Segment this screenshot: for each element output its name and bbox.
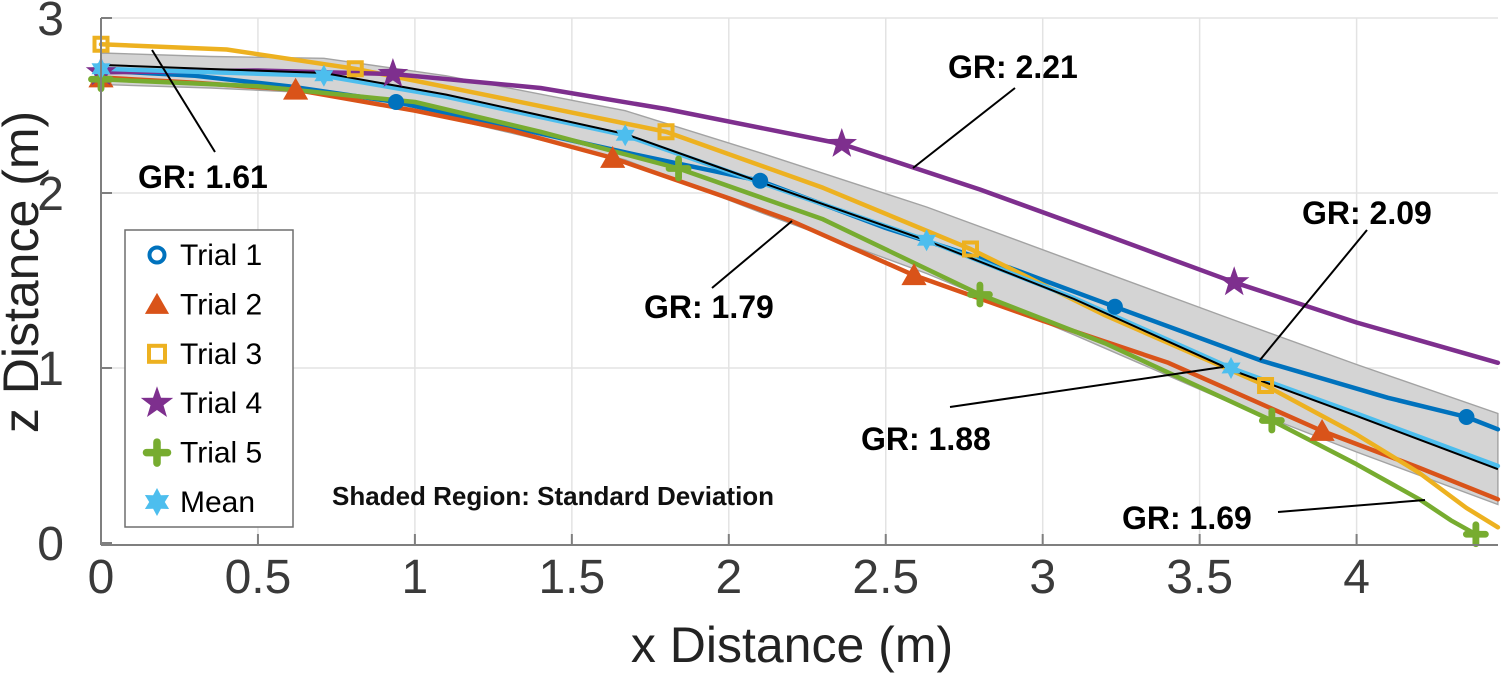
series-trial-3 — [98, 42, 1501, 530]
square-marker — [962, 240, 980, 258]
legend-item-trial-1: Trial 1 — [147, 239, 262, 272]
annotation-leader-line — [711, 220, 793, 289]
triangle-marker — [1309, 419, 1335, 441]
series-markers — [85, 35, 1489, 548]
legend-item-label: Trial 4 — [180, 387, 262, 420]
series-trial-5 — [98, 77, 1479, 537]
plus-marker — [665, 155, 692, 182]
legend: Trial 1 Trial 2 Trial 3 Trial 4 Trial 5 Mean — [124, 229, 294, 528]
annotation-gr-0: GR: 1.61 — [138, 49, 268, 195]
legend-item-trial-2: Trial 2 — [144, 288, 262, 321]
legend-item-mean: Mean — [144, 486, 255, 519]
y-axis-label: z Distance (m) — [0, 111, 49, 433]
annotations: GR: 1.61 GR: 2.21 GR: 1.79 GR: 2.09 GR: 1.88… — [138, 49, 1432, 536]
annotation-gr-3: GR: 2.09 — [1259, 195, 1432, 361]
y-tick-label: 1 — [37, 343, 64, 396]
legend-item-trial-3: Trial 3 — [147, 338, 262, 371]
y-tick-label: 2 — [37, 168, 64, 221]
star5-marker — [826, 128, 857, 157]
x-tick-label: 2.5 — [852, 551, 919, 604]
series-trial-2 — [98, 75, 1501, 502]
annotation-label: GR: 1.61 — [138, 159, 268, 195]
star6-marker — [314, 64, 334, 87]
legend-item-trial-5: Trial 5 — [142, 437, 262, 470]
y-tick-label: 3 — [37, 0, 64, 46]
circle-marker — [1106, 298, 1123, 315]
plus-marker — [967, 281, 993, 308]
circle-marker — [752, 172, 769, 189]
x-tick-label: 4 — [1343, 551, 1370, 604]
annotation-gr-2: GR: 1.79 — [644, 220, 793, 325]
square-marker — [147, 343, 167, 364]
legend-item-label: Trial 1 — [180, 239, 262, 272]
annotation-leader-line — [949, 366, 1224, 408]
square-marker — [657, 123, 675, 141]
x-tick-label: 1.5 — [538, 551, 605, 604]
std-dev-band — [100, 52, 1499, 506]
legend-item-trial-4: Trial 4 — [140, 386, 262, 420]
legend-item-label: Trial 2 — [180, 288, 262, 321]
legend-box — [124, 229, 294, 528]
x-tick-label: 3.5 — [1166, 551, 1233, 604]
annotation-leader-line — [1259, 229, 1368, 361]
data-series — [98, 42, 1501, 537]
star6-marker — [917, 229, 937, 252]
annotation-leader-line — [1277, 499, 1426, 513]
annotation-leader-line — [151, 49, 216, 153]
tick-labels: 0 0.5 1 1.5 2 2.5 3 3.5 4 0 1 2 3 — [37, 0, 1370, 604]
annotation-label: GR: 2.09 — [1302, 195, 1432, 231]
star6-marker — [615, 124, 635, 147]
triangle-marker — [600, 146, 626, 168]
plus-marker — [142, 438, 172, 467]
square-marker — [346, 60, 364, 78]
x-tick-label: 3 — [1029, 551, 1056, 604]
circle-marker — [1458, 409, 1475, 425]
annotation-label: GR: 1.69 — [1122, 500, 1252, 536]
annotation-gr-5: GR: 1.69 — [1122, 499, 1426, 536]
star5-marker — [1219, 266, 1250, 296]
star5-marker — [140, 386, 174, 417]
circle-marker — [147, 245, 167, 265]
star6-marker — [144, 488, 170, 516]
annotation-leader-line — [912, 87, 1016, 169]
x-tick-label: 1 — [402, 551, 429, 604]
legend-item-label: Trial 3 — [180, 338, 262, 371]
x-tick-label: 0 — [88, 551, 115, 604]
gridlines — [101, 17, 1498, 545]
plus-marker — [1462, 521, 1489, 548]
x-axis-label: x Distance (m) — [631, 617, 953, 673]
markers-trial-5 — [88, 66, 1489, 548]
annotation-label: GR: 2.21 — [948, 49, 1078, 85]
axes — [100, 17, 1498, 546]
triangle-marker — [901, 263, 927, 286]
triangle-marker — [144, 292, 170, 314]
plus-marker — [1258, 407, 1285, 434]
annotation-label: GR: 1.79 — [644, 289, 774, 325]
std-dev-note: Shaded Region: Standard Deviation — [332, 481, 774, 511]
annotation-gr-1: GR: 2.21 — [912, 49, 1078, 169]
triangle-marker — [283, 77, 309, 100]
star6-marker — [1221, 357, 1241, 379]
star5-marker — [377, 58, 409, 87]
square-marker — [1257, 377, 1275, 394]
annotation-label: GR: 1.88 — [861, 421, 991, 457]
y-tick-label: 0 — [37, 518, 64, 571]
x-tick-label: 0.5 — [225, 551, 292, 604]
legend-item-label: Trial 5 — [180, 437, 262, 470]
legend-item-label: Mean — [180, 486, 255, 519]
annotation-gr-4: GR: 1.88 — [861, 366, 1224, 457]
circle-marker — [388, 94, 405, 110]
x-tick-label: 2 — [715, 551, 742, 604]
